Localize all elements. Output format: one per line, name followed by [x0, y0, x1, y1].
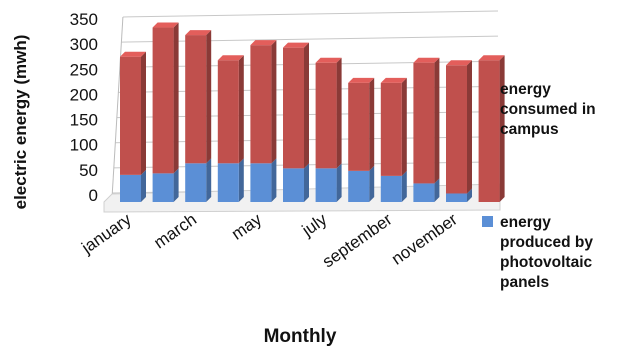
bar-segment-consumed	[380, 77, 407, 176]
bar-segment-consumed	[283, 42, 309, 169]
bar-segment-produced	[380, 170, 407, 202]
x-tick-label: january	[77, 209, 135, 257]
bar-segment-consumed	[446, 60, 472, 194]
y-tick-label: 300	[70, 35, 98, 54]
bars	[120, 22, 505, 202]
bar-segment-consumed	[413, 57, 440, 184]
bar-segment-consumed	[478, 55, 505, 202]
y-axis-ticks: 0 50 100 150 200 250 300 350	[70, 10, 98, 205]
bar-segment-produced	[120, 169, 146, 202]
bar-segment-consumed	[120, 51, 146, 175]
grid-line	[121, 35, 499, 43]
bar-segment-consumed	[152, 22, 179, 174]
y-tick-label: 50	[79, 161, 98, 180]
y-tick-label: 200	[70, 85, 98, 104]
x-tick-label: november	[388, 210, 461, 269]
bar-segment-produced	[185, 158, 212, 202]
x-tick-label: july	[298, 209, 331, 240]
legend-item: energy produced by photovoltaic panels	[482, 214, 593, 291]
bar-segment-produced	[315, 163, 342, 202]
x-tick-label: september	[319, 210, 396, 272]
x-tick-label: may	[228, 209, 266, 243]
y-tick-label: 250	[70, 60, 98, 79]
bar-segment-produced	[348, 165, 375, 202]
legend-item: energy consumed in campus	[482, 81, 596, 138]
y-axis-label: electric energy (mwh)	[11, 35, 30, 210]
bar-segment-produced	[446, 188, 472, 202]
bar-segment-consumed	[250, 40, 277, 164]
bar-segment-produced	[250, 158, 277, 202]
bar-segment-produced	[283, 163, 309, 202]
legend-label: energy produced by photovoltaic panels	[500, 214, 593, 291]
y-tick-label: 350	[70, 10, 98, 29]
bar-segment-produced	[217, 158, 244, 202]
legend-swatch	[482, 83, 493, 94]
grid-line	[122, 10, 499, 18]
bar-segment-produced	[413, 178, 440, 202]
legend-swatch	[482, 216, 493, 227]
axis-wall-edge	[111, 16, 124, 199]
bar-segment-consumed	[185, 30, 212, 164]
legend: energy consumed in campus energy produced by…	[482, 81, 596, 291]
bar-segment-consumed	[315, 57, 342, 169]
bar-segment-consumed	[217, 55, 244, 164]
x-axis-label: Monthly	[264, 326, 337, 347]
y-tick-label: 100	[70, 136, 98, 155]
bar-segment-produced	[152, 168, 179, 202]
x-tick-label: march	[150, 210, 200, 253]
y-tick-label: 150	[70, 111, 98, 130]
legend-label: energy consumed in campus	[500, 81, 596, 138]
y-tick-label: 0	[89, 186, 98, 205]
bar-segment-consumed	[348, 77, 375, 171]
